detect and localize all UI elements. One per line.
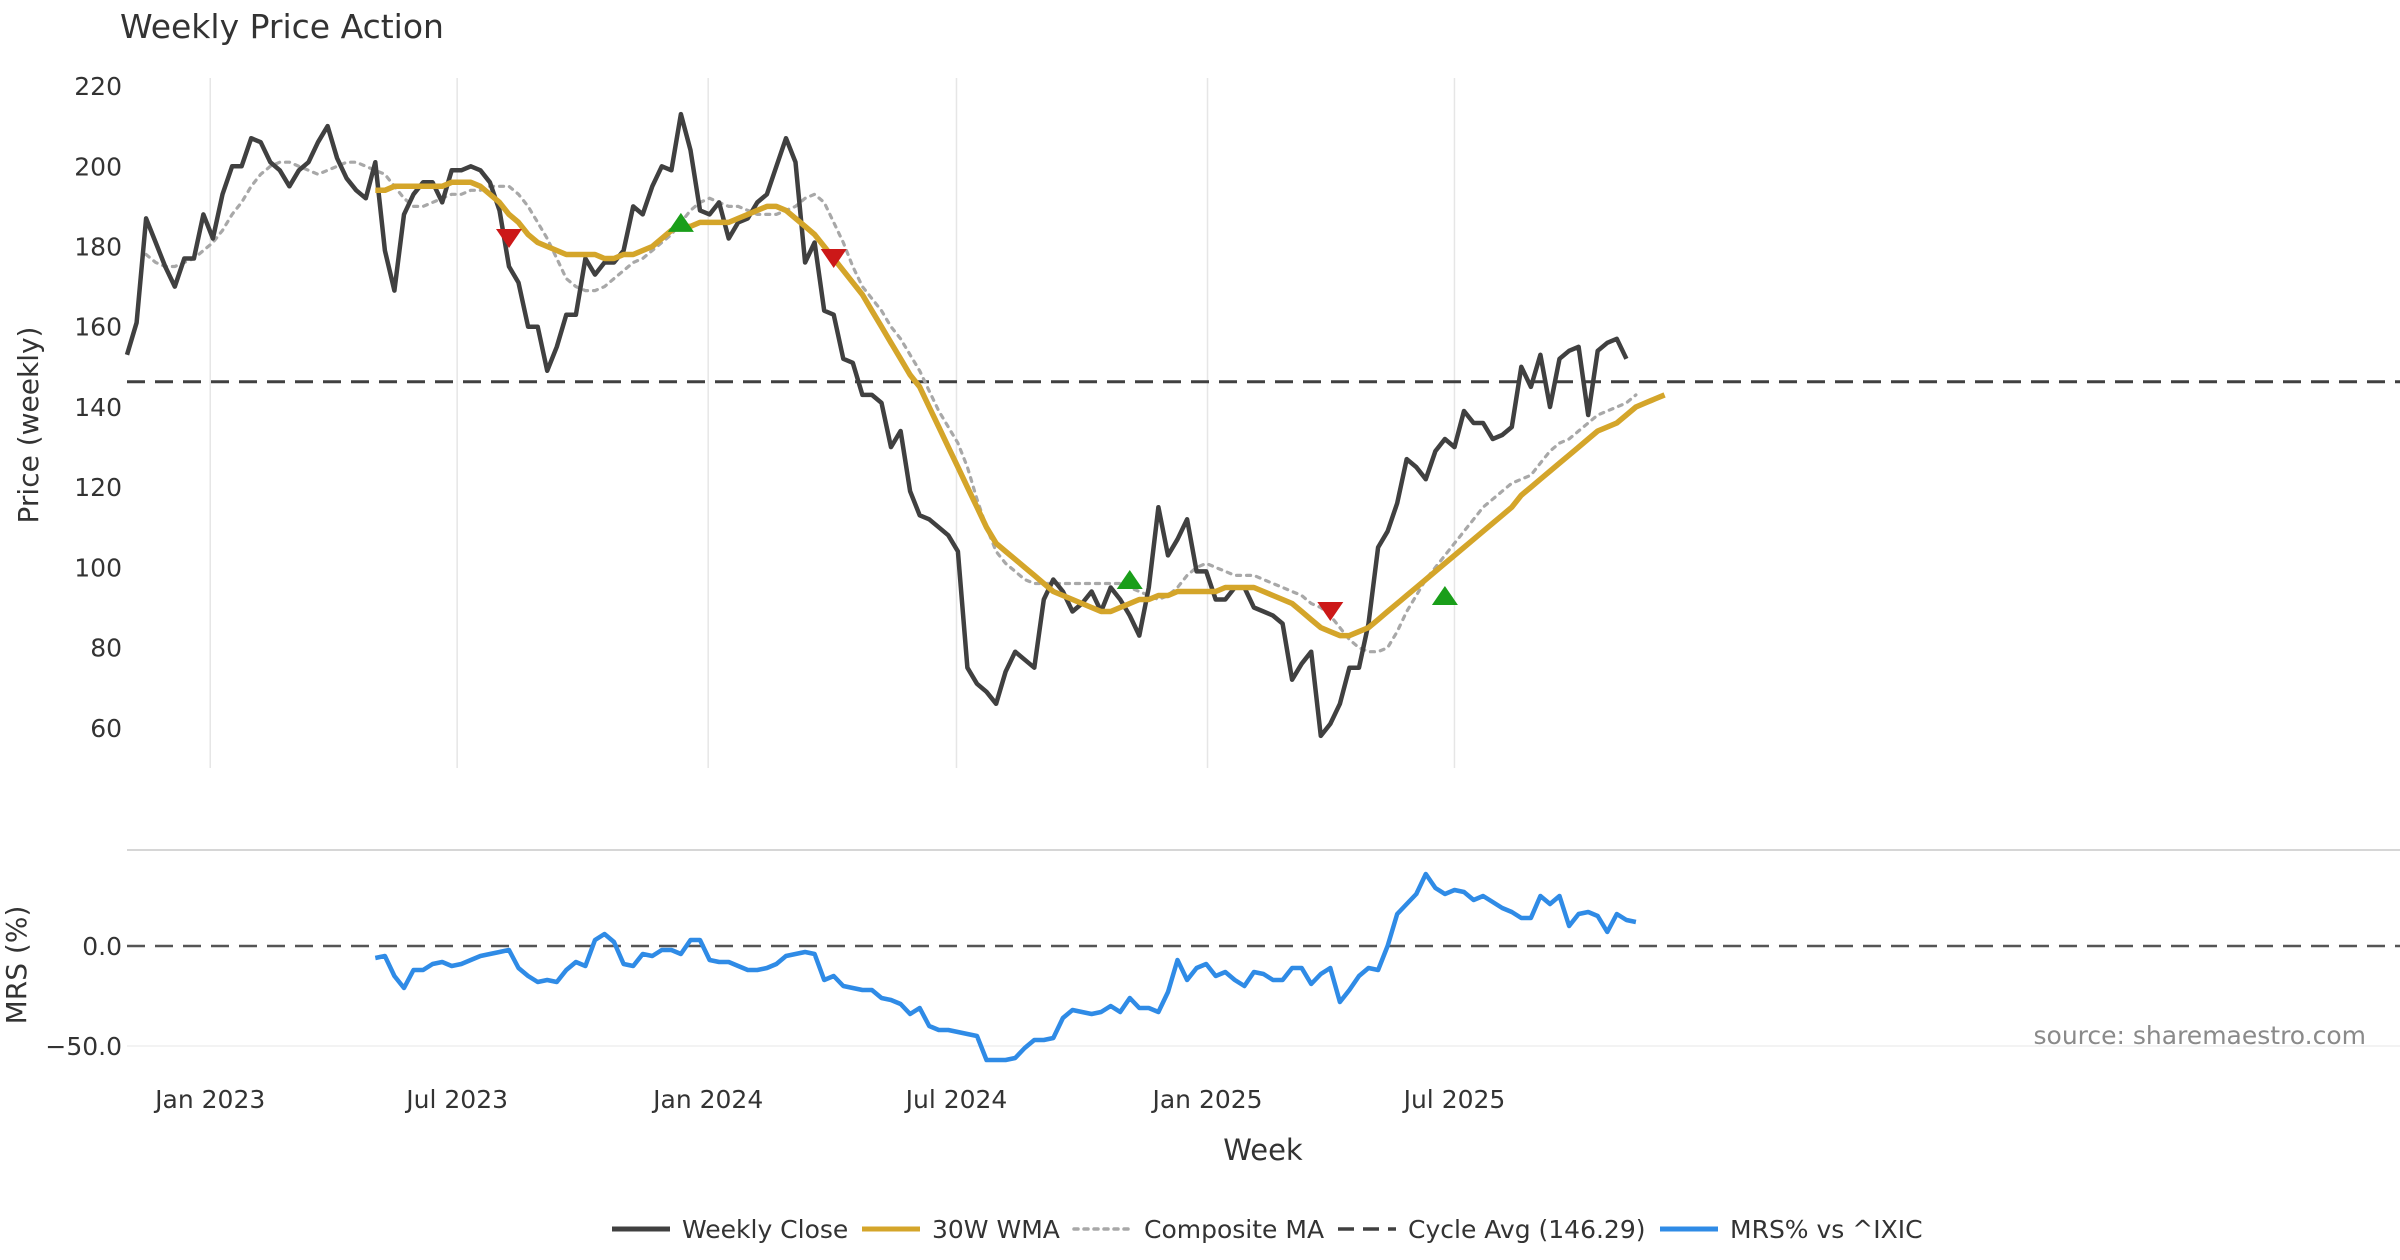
price-y-tick-label: 140 [74,393,122,422]
x-axis-label: Week [1223,1133,1303,1167]
weekly-close-line [124,111,1629,739]
price-y-label: Price (weekly) [12,327,45,524]
price-y-tick-label: 200 [74,152,122,181]
mrs-line [374,871,1637,1063]
x-tick-label: Jan 2024 [651,1085,763,1114]
sell-signal-marker [496,228,522,248]
x-tick-label: Jul 2024 [904,1085,1008,1114]
buy-signal-marker [1116,569,1143,589]
sell-signal-marker [1317,602,1344,622]
chart-title: Weekly Price Action [120,7,444,46]
price-series [124,111,2400,739]
legend-label: Composite MA [1144,1215,1324,1244]
legend-label: MRS% vs ^IXIC [1730,1215,1923,1244]
price-y-tick-label: 180 [74,232,122,261]
price-grid [209,78,1456,768]
source-note: source: sharemaestro.com [2034,1021,2367,1050]
x-tick-label: Jan 2025 [1150,1085,1262,1114]
legend-label: 30W WMA [932,1215,1060,1244]
mrs-y-tick-label: −50.0 [45,1032,122,1061]
x-tick-label: Jan 2023 [153,1085,265,1114]
mrs-grid [127,849,2400,1047]
price-y-tick-label: 100 [74,553,122,582]
legend: Weekly Close 30W WMA Composite MA Cycle Avg… [612,1215,1923,1244]
mrs-y-label: MRS (%) [0,906,33,1025]
price-y-tick-label: 80 [90,634,122,663]
price-y-tick-label: 160 [74,313,122,342]
legend-label: Weekly Close [682,1215,848,1244]
sell-signal-marker [820,249,847,269]
mrs-y-axis: 0.0 −50.0 [45,932,122,1061]
price-y-axis: 60 80 100 120 140 160 180 200 220 [74,72,122,743]
x-tick-label: Jul 2025 [1402,1085,1506,1114]
x-axis: Jan 2023 Jul 2023 Jan 2024 Jul 2024 Jan 2025… [153,1085,1505,1114]
price-y-tick-label: 220 [74,72,122,101]
buy-signal-marker [667,212,694,232]
price-y-tick-label: 60 [90,714,122,743]
legend-label: Cycle Avg (146.29) [1408,1215,1646,1244]
wma-30-line [375,179,1666,639]
x-tick-label: Jul 2023 [404,1085,508,1114]
mrs-series [127,871,2400,1063]
mrs-y-tick-label: 0.0 [82,932,122,961]
signal-markers [496,212,1458,622]
buy-signal-marker [1431,586,1458,605]
composite-ma-line [144,160,1638,654]
price-y-tick-label: 120 [74,473,122,502]
